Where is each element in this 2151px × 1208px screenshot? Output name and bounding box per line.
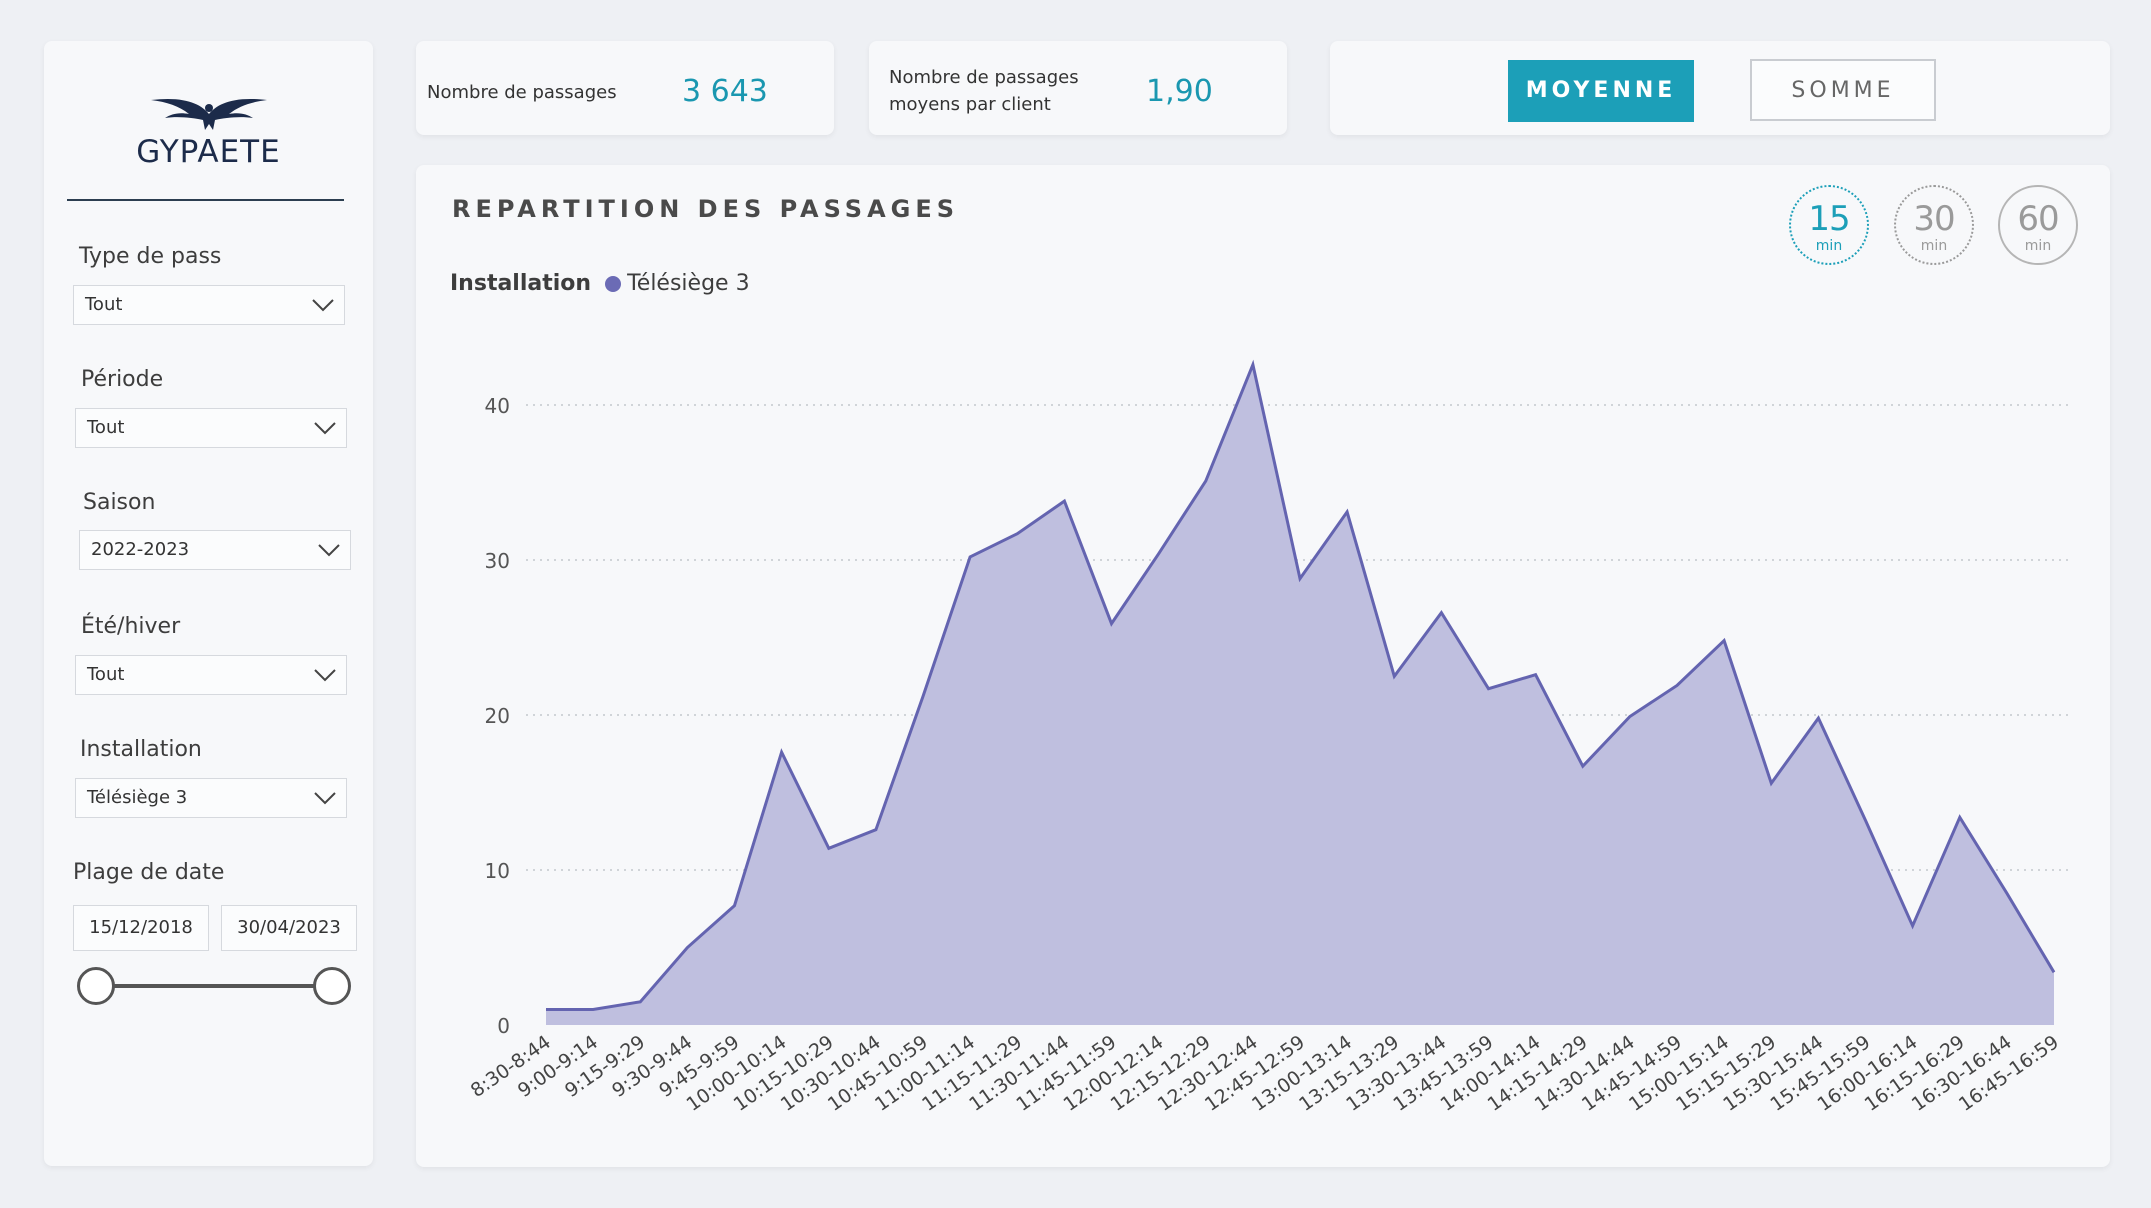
installation-value: Télésiège 3 (87, 787, 188, 808)
kpi-label-line2: moyens par client (889, 94, 1051, 115)
filter-label-periode: Période (81, 367, 164, 392)
chevron-down-icon (312, 299, 334, 312)
kpi-label: Nombre de passages moyens par client (889, 64, 1079, 118)
area-chart: 0102030408:30-8:449:00-9:149:15-9:299:30… (467, 359, 2071, 1116)
series-area-telesiege-3 (546, 364, 2054, 1025)
filter-label-saison: Saison (83, 490, 156, 515)
y-tick-label: 0 (497, 1014, 510, 1038)
kpi-value: 1,90 (1146, 74, 1213, 109)
kpi-card-moyens: Nombre de passages moyens par client 1,9… (869, 41, 1287, 135)
logo: GYPAETE (44, 86, 373, 170)
start-date-input[interactable]: 15/12/2018 (73, 905, 209, 951)
interval-15-number: 15 (1808, 199, 1850, 239)
chart-title: REPARTITION DES PASSAGES (452, 195, 960, 223)
y-tick-label: 20 (485, 704, 510, 728)
chevron-down-icon (318, 544, 340, 557)
ete-hiver-dropdown[interactable]: Tout (75, 655, 347, 695)
somme-button[interactable]: SOMME (1750, 59, 1936, 121)
moyenne-button[interactable]: MOYENNE (1508, 60, 1694, 122)
divider (67, 199, 344, 201)
kpi-label: Nombre de passages (427, 82, 617, 103)
saison-value: 2022-2023 (91, 539, 190, 560)
legend: Installation Télésiège 3 (450, 271, 750, 296)
interval-30-unit: min (1920, 238, 1948, 254)
interval-30-button[interactable]: 30 min (1894, 185, 1974, 265)
kpi-label-line1: Nombre de passages (889, 67, 1079, 88)
interval-15-unit: min (1815, 238, 1843, 254)
slider-start-handle[interactable] (77, 967, 115, 1005)
logo-text: GYPAETE (136, 134, 281, 170)
kpi-value: 3 643 (682, 74, 768, 109)
y-tick-label: 10 (485, 859, 510, 883)
legend-series-name: Télésiège 3 (627, 271, 750, 296)
installation-dropdown[interactable]: Télésiège 3 (75, 778, 347, 818)
legend-marker (605, 275, 622, 292)
saison-dropdown[interactable]: 2022-2023 (79, 530, 351, 570)
filter-label-type-pass: Type de pass (79, 244, 222, 269)
type-pass-value: Tout (85, 294, 123, 315)
filter-label-plage-date: Plage de date (73, 860, 225, 885)
kpi-card-passages: Nombre de passages 3 643 (416, 41, 834, 135)
chevron-down-icon (314, 669, 336, 682)
interval-30-number: 30 (1913, 199, 1955, 239)
slider-end-handle[interactable] (313, 967, 351, 1005)
chevron-down-icon (314, 792, 336, 805)
interval-60-unit: min (2024, 238, 2052, 254)
filter-label-installation: Installation (80, 737, 202, 762)
end-date-input[interactable]: 30/04/2023 (221, 905, 357, 951)
eagle-icon (150, 98, 267, 130)
filter-panel: GYPAETE Type de pass Tout Période Tout S… (44, 41, 373, 1166)
chevron-down-icon (314, 422, 336, 435)
date-range-slider[interactable] (96, 984, 336, 988)
aggregation-toggle: MOYENNE SOMME (1330, 41, 2110, 135)
y-tick-label: 40 (485, 394, 510, 418)
filter-label-ete-hiver: Été/hiver (81, 614, 181, 639)
y-tick-label: 30 (485, 549, 510, 573)
interval-60-number: 60 (2017, 199, 2059, 239)
periode-value: Tout (87, 417, 125, 438)
chart-card: 0 10 20 30 40 8:30-8:44 9:00-9:14 9:15-9:29 9:30… (416, 165, 2110, 1167)
interval-60-button[interactable]: 60 min (1998, 185, 2078, 265)
legend-title: Installation (450, 271, 592, 296)
periode-dropdown[interactable]: Tout (75, 408, 347, 448)
interval-15-button[interactable]: 15 min (1789, 185, 1869, 265)
type-pass-dropdown[interactable]: Tout (73, 285, 345, 325)
ete-hiver-value: Tout (87, 664, 125, 685)
